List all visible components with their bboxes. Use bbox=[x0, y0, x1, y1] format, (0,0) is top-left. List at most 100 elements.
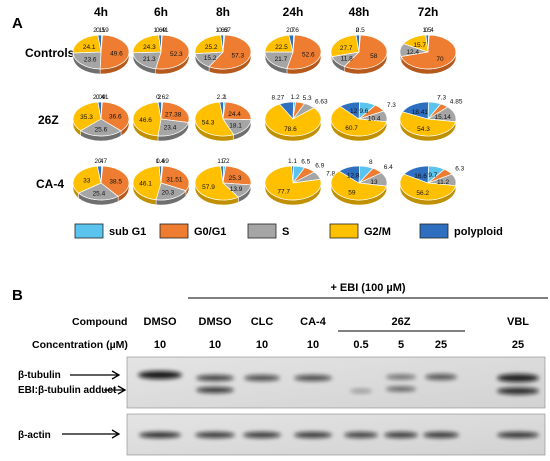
pie-slice-polyploid bbox=[158, 165, 162, 184]
pie-slice-s bbox=[132, 51, 162, 70]
pie-value-label: 12.4 bbox=[406, 49, 419, 56]
blot-band bbox=[497, 432, 539, 438]
pie-value-label: 21.7 bbox=[275, 56, 288, 63]
pie-value-label: 5.3 bbox=[303, 95, 312, 102]
time-header-4h: 4h bbox=[94, 5, 108, 19]
pie-value-label: 13 bbox=[370, 179, 378, 186]
blot-band bbox=[384, 432, 418, 438]
pie-value-label: 57.9 bbox=[202, 184, 215, 191]
blot-band bbox=[195, 432, 235, 438]
pie-value-label: 23.4 bbox=[164, 125, 177, 132]
pie-value-label: 0.41 bbox=[156, 27, 169, 34]
pie-slice-polyploid bbox=[291, 165, 294, 184]
pie-value-label: 18.41 bbox=[412, 109, 429, 116]
blot-band bbox=[294, 375, 332, 381]
legend-label: G2/M bbox=[364, 226, 391, 238]
pie-slice-s bbox=[157, 118, 189, 137]
blot-band bbox=[344, 432, 378, 438]
blot-band bbox=[244, 375, 280, 381]
pie-value-label: 49.6 bbox=[110, 50, 123, 57]
pie-value-label: 70 bbox=[436, 56, 444, 63]
pie-slice-g2-m bbox=[330, 34, 360, 58]
pie-value-label: 46.1 bbox=[139, 181, 152, 188]
beta-actin-label: β-actin bbox=[18, 430, 51, 441]
blot-band bbox=[423, 432, 459, 438]
pie-value-label: 9.6 bbox=[359, 108, 368, 115]
pie-slice-polyploid bbox=[278, 101, 294, 120]
pie-value-label: 60.7 bbox=[345, 125, 358, 132]
adduct-arrow bbox=[104, 385, 127, 395]
pie-value-label: 54.3 bbox=[417, 126, 430, 133]
pie-slice-g2-m bbox=[399, 173, 457, 201]
pie-value-label: 18.1 bbox=[229, 122, 242, 129]
pie-slice-g0-g1 bbox=[160, 165, 190, 192]
pie-value-label: 22.5 bbox=[275, 44, 288, 51]
blot-band bbox=[386, 374, 416, 380]
pie-value-label: 7.3 bbox=[387, 102, 396, 109]
pie-value-label: 7.8 bbox=[326, 171, 335, 178]
pie-value-label: 7.3 bbox=[437, 95, 446, 102]
pie-value-label: 12 bbox=[350, 108, 358, 115]
pie-value-label: 16.6 bbox=[414, 173, 427, 180]
legend-label: G0/G1 bbox=[194, 226, 226, 238]
pie-slice-g2-m bbox=[132, 34, 162, 54]
pie-slice-polyploid bbox=[403, 165, 429, 184]
pie-value-label: 57.3 bbox=[231, 53, 244, 60]
pie-slice-polyploid bbox=[338, 165, 360, 184]
pie-slice-s bbox=[264, 51, 294, 69]
blot-band bbox=[196, 387, 234, 393]
pie-value-label: 25.2 bbox=[205, 44, 218, 51]
lane-compound-label-26z: 26Z bbox=[392, 316, 411, 328]
time-header-6h: 6h bbox=[154, 5, 168, 19]
pie-value-label: 54.3 bbox=[202, 119, 215, 126]
lane-concentration-label: 10 bbox=[209, 339, 221, 351]
blot-band bbox=[138, 371, 182, 379]
pie-controls-24h: 0.6 52.6 21.7 22.5 2.7 bbox=[264, 27, 322, 75]
pie-value-label: 36.6 bbox=[109, 114, 122, 121]
blot-band bbox=[497, 374, 539, 382]
beta-actin-arrow bbox=[62, 429, 121, 439]
pie-value-label: 23.6 bbox=[84, 57, 97, 64]
lane-compound-label: DMSO bbox=[144, 316, 177, 328]
pie-value-label: 27.38 bbox=[165, 111, 182, 118]
pie-slice-g2-m bbox=[132, 101, 162, 137]
pie-26z-48h: 9.6 7.3 10.4 60.7 12 bbox=[330, 101, 396, 142]
pie-value-label: 56.2 bbox=[416, 190, 429, 197]
pie-value-label: 78.6 bbox=[284, 126, 297, 133]
pie-value-label: 0.69 bbox=[156, 158, 169, 165]
compound-header: Compound bbox=[72, 316, 127, 328]
pie-slice-g2-m bbox=[132, 165, 162, 201]
pie-slice-s bbox=[72, 51, 102, 70]
legend-swatch bbox=[247, 223, 277, 239]
pie-value-label: 8.27 bbox=[272, 95, 285, 102]
pie-slice-g2-m bbox=[264, 103, 322, 137]
pie-slice-g0-g1 bbox=[400, 34, 457, 70]
time-header-24h: 24h bbox=[283, 5, 304, 19]
panel-b-label: B bbox=[12, 287, 23, 304]
pie-value-label: 31.51 bbox=[166, 176, 183, 183]
pie-value-label: 15.14 bbox=[435, 114, 452, 121]
pie-value-label: 6.4 bbox=[384, 164, 393, 171]
pie-value-label: 10.4 bbox=[368, 116, 381, 123]
pie-value-label: 38.5 bbox=[109, 178, 122, 185]
pie-26z-72h: 7.3 4.85 15.14 54.3 18.41 bbox=[399, 95, 463, 142]
pie-value-label: 33 bbox=[83, 177, 91, 184]
pie-slice-s bbox=[77, 182, 119, 201]
pie-value-label: 2.09 bbox=[93, 94, 106, 101]
pie-value-label: 25.4 bbox=[93, 190, 106, 197]
adduct-label: EBI:β-tubulin adduct bbox=[18, 385, 117, 396]
pie-value-label: 24.1 bbox=[83, 44, 96, 51]
pie-value-label: 1.2 bbox=[221, 158, 230, 165]
pie-value-label: 52.6 bbox=[302, 51, 315, 58]
pie-value-label: 12.8 bbox=[347, 172, 360, 179]
pie-slice-g0-g1 bbox=[160, 101, 190, 123]
pie-value-label: 1.69 bbox=[153, 27, 166, 34]
pie-value-label: 15.2 bbox=[204, 55, 217, 62]
pie-slice-polyploid bbox=[96, 165, 102, 184]
legend-item-g0-g1: G0/G1 bbox=[159, 223, 226, 239]
lane-compound-label: DMSO bbox=[199, 316, 232, 328]
blot-bands bbox=[138, 371, 539, 438]
legend-swatch bbox=[159, 223, 189, 239]
pie-slice-polyploid bbox=[219, 101, 224, 120]
